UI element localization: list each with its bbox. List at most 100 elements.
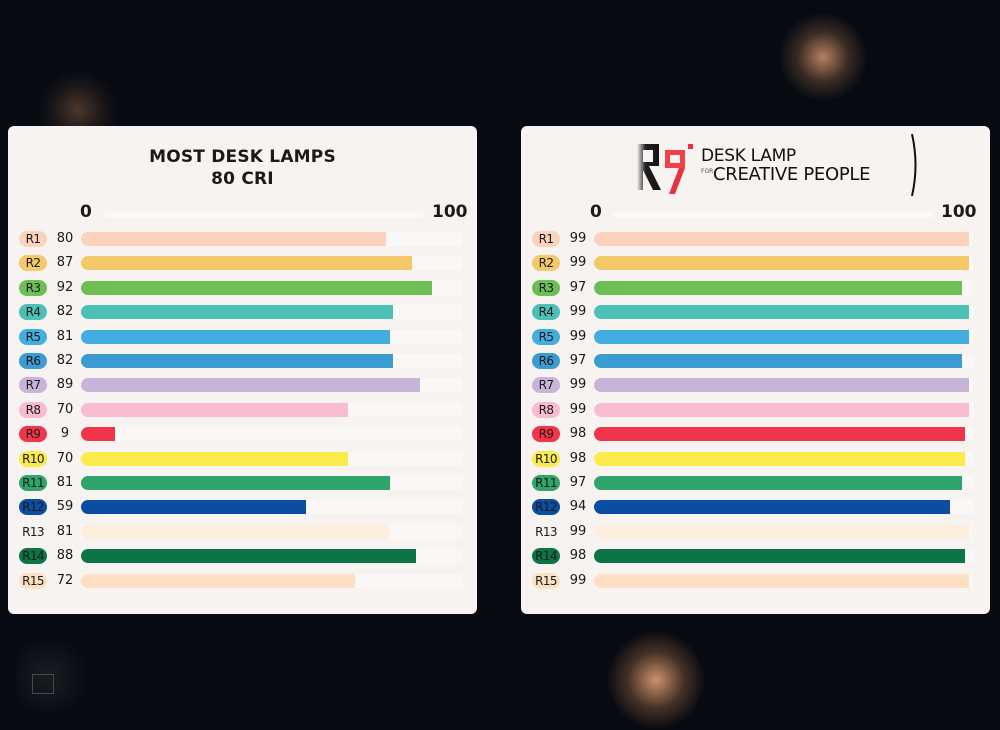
value-label: 88 bbox=[56, 548, 74, 564]
bar-track bbox=[81, 524, 462, 539]
value-label: 59 bbox=[56, 499, 74, 515]
category-label: R2 bbox=[19, 255, 47, 272]
bar-row-r11: R11 81 bbox=[8, 474, 477, 492]
bar bbox=[81, 232, 386, 246]
chart-panel-standard: MOST DESK LAMPS 80 CRI 0 100 R1 80 R2 87 R3 9… bbox=[8, 126, 477, 614]
bar-row-r7: R7 99 bbox=[521, 376, 990, 394]
bokeh-light bbox=[606, 630, 706, 730]
bar-row-r6: R6 97 bbox=[521, 352, 990, 370]
bar-row-r3: R3 92 bbox=[8, 279, 477, 297]
bar bbox=[594, 451, 966, 466]
bar-track bbox=[81, 427, 462, 442]
value-label: 81 bbox=[56, 328, 74, 344]
bar bbox=[81, 500, 306, 515]
bokeh-light bbox=[778, 12, 868, 102]
bar bbox=[81, 427, 116, 442]
title-line-1: MOST DESK LAMPS bbox=[149, 147, 336, 167]
brand-for: FOR bbox=[701, 168, 714, 175]
bar-track bbox=[81, 549, 462, 564]
brand-logo: DESK LAMP FOR CREATIVE PEOPLE bbox=[635, 134, 925, 196]
category-label: R9 bbox=[19, 426, 47, 443]
category-label: R10 bbox=[532, 450, 560, 467]
category-label: R13 bbox=[22, 524, 44, 539]
value-label: 72 bbox=[56, 572, 74, 588]
category-label: R9 bbox=[532, 426, 560, 443]
bar bbox=[81, 451, 348, 466]
bar bbox=[594, 378, 970, 393]
value-label: 97 bbox=[569, 353, 587, 368]
bar-row-r10: R10 70 bbox=[8, 450, 477, 468]
value-label: 99 bbox=[569, 231, 587, 246]
value-label: 98 bbox=[569, 548, 587, 564]
value-label: 9 bbox=[60, 426, 70, 442]
chart-panel-r9: DESK LAMP FOR CREATIVE PEOPLE 0 100 R1 99… bbox=[521, 126, 990, 614]
bar-track bbox=[81, 573, 462, 588]
value-label: 87 bbox=[56, 255, 74, 271]
bar bbox=[594, 500, 951, 515]
value-label: 89 bbox=[56, 377, 74, 393]
bar-track bbox=[594, 402, 973, 417]
bar bbox=[81, 573, 356, 588]
bar bbox=[81, 524, 390, 539]
value-label: 98 bbox=[569, 426, 587, 442]
bar bbox=[81, 378, 421, 393]
bar-track bbox=[594, 232, 973, 246]
bar-row-r13: R13 99 bbox=[521, 523, 990, 541]
bar-row-r14: R14 98 bbox=[521, 547, 990, 565]
brand-line-2: CREATIVE PEOPLE bbox=[713, 164, 871, 185]
bar-row-r2: R2 99 bbox=[521, 254, 990, 272]
bar-row-r8: R8 99 bbox=[521, 401, 990, 419]
category-label: R8 bbox=[19, 401, 47, 418]
value-label: 82 bbox=[56, 353, 74, 368]
bar-track bbox=[594, 500, 973, 515]
category-label: R13 bbox=[535, 524, 557, 539]
value-label: 94 bbox=[569, 499, 587, 515]
bar-row-r10: R10 98 bbox=[521, 450, 990, 468]
value-label: 99 bbox=[569, 255, 587, 271]
category-label: R5 bbox=[19, 328, 47, 345]
category-label: R12 bbox=[19, 499, 47, 516]
title-line-2: 80 CRI bbox=[211, 169, 274, 189]
bar-row-r3: R3 97 bbox=[521, 279, 990, 297]
brand-line-1: DESK LAMP bbox=[701, 146, 796, 166]
category-label: R14 bbox=[19, 548, 47, 565]
value-label: 97 bbox=[569, 279, 587, 295]
bar-row-r15: R15 72 bbox=[8, 572, 477, 590]
axis-min-label: 0 bbox=[80, 202, 92, 222]
bar-track bbox=[594, 305, 973, 320]
bar-track bbox=[594, 476, 973, 490]
category-label: R8 bbox=[532, 401, 560, 418]
category-label: R10 bbox=[19, 450, 47, 467]
bar-track bbox=[81, 451, 462, 466]
bar-track bbox=[594, 378, 973, 393]
category-label: R1 bbox=[532, 231, 560, 247]
category-label: R3 bbox=[19, 279, 47, 296]
bar-row-r12: R12 94 bbox=[521, 498, 990, 516]
value-label: 81 bbox=[56, 523, 74, 539]
bar bbox=[594, 549, 966, 564]
category-label: R11 bbox=[532, 475, 560, 491]
value-label: 98 bbox=[569, 450, 587, 466]
bar bbox=[594, 402, 970, 417]
category-label: R5 bbox=[532, 328, 560, 345]
bar bbox=[594, 280, 962, 295]
bar-row-r2: R2 87 bbox=[8, 254, 477, 272]
bar-row-r11: R11 97 bbox=[521, 474, 990, 492]
category-label: R6 bbox=[532, 353, 560, 369]
value-label: 99 bbox=[569, 523, 587, 539]
bar-row-r4: R4 99 bbox=[521, 303, 990, 321]
bar bbox=[594, 573, 970, 588]
bar-track bbox=[594, 427, 973, 442]
bar-row-r1: R1 80 bbox=[8, 230, 477, 248]
bar-row-r7: R7 89 bbox=[8, 376, 477, 394]
value-label: 82 bbox=[56, 304, 74, 320]
bar bbox=[81, 354, 394, 368]
bar-track bbox=[81, 256, 462, 271]
category-label: R3 bbox=[532, 279, 560, 296]
watermark bbox=[16, 642, 96, 712]
value-label: 92 bbox=[56, 279, 74, 295]
bar bbox=[81, 305, 394, 320]
value-label: 80 bbox=[56, 231, 74, 246]
bar-row-r9: R9 9 bbox=[8, 425, 477, 443]
bar bbox=[81, 549, 417, 564]
